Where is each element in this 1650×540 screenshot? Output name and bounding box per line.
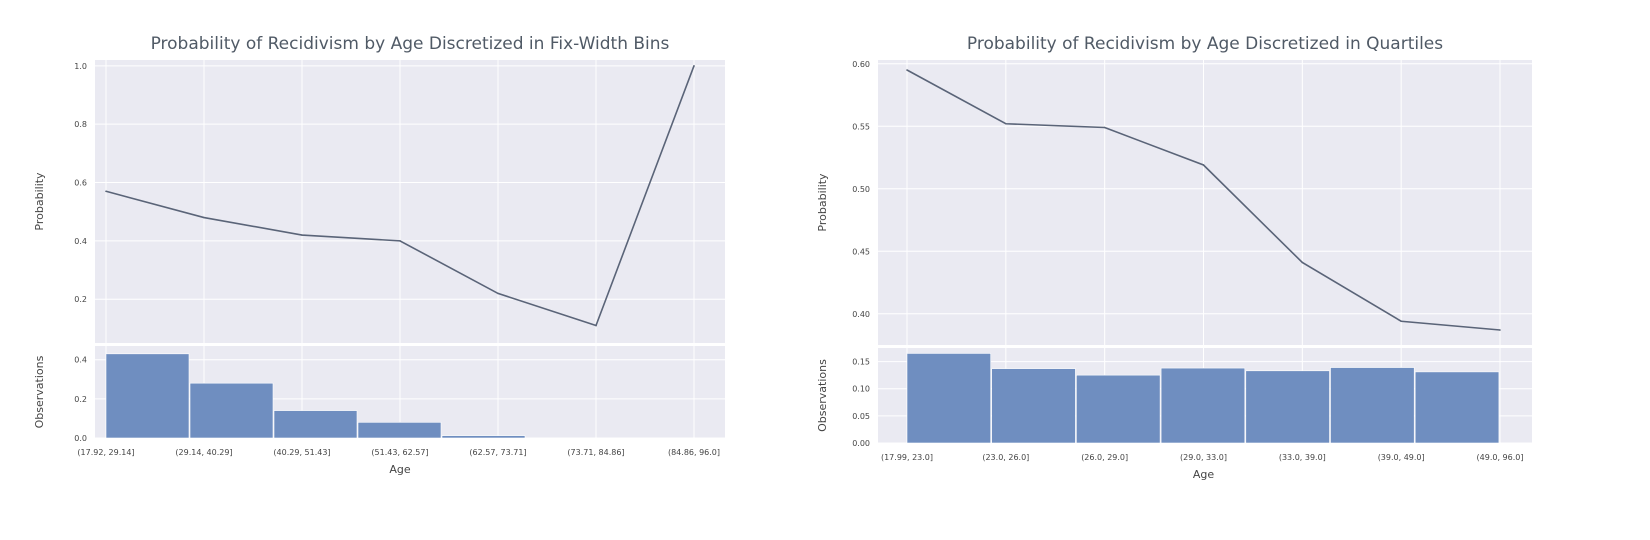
chart-title: Probability of Recidivism by Age Discret… bbox=[967, 34, 1443, 54]
histogram-y-tick-label: 0.15 bbox=[852, 358, 870, 367]
line-y-tick-label: 0.60 bbox=[852, 60, 870, 69]
probability-point bbox=[693, 65, 695, 67]
histogram-bar bbox=[1076, 374, 1161, 444]
x-tick-label: (62.57, 73.71] bbox=[469, 448, 526, 457]
histogram-y-tick-label: 0.2 bbox=[74, 395, 87, 404]
line-y-axis-label: Probability bbox=[33, 172, 46, 231]
x-tick-label: (26.0, 29.0] bbox=[1081, 453, 1128, 462]
x-tick-label: (40.29, 51.43] bbox=[273, 448, 330, 457]
probability-point bbox=[1005, 122, 1007, 125]
probability-point bbox=[1301, 261, 1304, 264]
histogram-y-axis-label: Observations bbox=[33, 355, 46, 428]
histogram-y-axis-label: Observations bbox=[816, 359, 829, 432]
line-y-tick-label: 0.45 bbox=[852, 247, 870, 256]
histogram-bar bbox=[991, 368, 1076, 444]
line-panel-background bbox=[95, 60, 725, 343]
probability-point bbox=[497, 292, 499, 295]
probability-point bbox=[1202, 164, 1205, 166]
x-tick-label: (17.92, 29.14] bbox=[77, 448, 134, 457]
histogram-bar bbox=[1245, 370, 1330, 444]
histogram-bar bbox=[1160, 367, 1246, 444]
histogram-bar bbox=[189, 382, 274, 439]
x-tick-label: (29.14, 40.29] bbox=[175, 448, 232, 457]
line-y-tick-label: 0.50 bbox=[852, 185, 870, 194]
probability-point bbox=[301, 234, 303, 236]
chart-title: Probability of Recidivism by Age Discret… bbox=[151, 34, 670, 54]
line-y-tick-label: 0.2 bbox=[74, 295, 87, 304]
histogram-bar bbox=[1330, 367, 1415, 444]
line-panel-background bbox=[878, 60, 1532, 345]
x-tick-label: (23.0, 26.0] bbox=[982, 453, 1029, 462]
line-y-tick-label: 0.40 bbox=[852, 310, 870, 319]
histogram-y-tick-label: 0.00 bbox=[852, 439, 870, 448]
probability-point bbox=[906, 69, 908, 71]
histogram-bar bbox=[357, 422, 442, 439]
x-tick-label: (51.43, 62.57] bbox=[371, 448, 428, 457]
probability-point bbox=[595, 324, 597, 327]
probability-point bbox=[399, 240, 401, 242]
line-y-tick-label: 0.4 bbox=[74, 237, 87, 246]
x-tick-label: (84.86, 96.0] bbox=[668, 448, 720, 457]
x-tick-label: (73.71, 84.86] bbox=[567, 448, 624, 457]
probability-point bbox=[1103, 126, 1106, 129]
probability-point bbox=[1499, 329, 1501, 331]
histogram-y-tick-label: 0.0 bbox=[74, 434, 87, 443]
histogram-y-tick-label: 0.4 bbox=[74, 356, 87, 365]
line-y-tick-label: 1.0 bbox=[74, 62, 87, 71]
histogram-y-tick-label: 0.05 bbox=[852, 412, 870, 421]
histogram-bar bbox=[906, 353, 991, 444]
line-y-tick-label: 0.8 bbox=[74, 120, 87, 129]
x-tick-label: (17.99, 23.0] bbox=[881, 453, 933, 462]
x-tick-label: (33.0, 39.0] bbox=[1279, 453, 1326, 462]
line-y-tick-label: 0.55 bbox=[852, 122, 870, 131]
line-y-axis-label: Probability bbox=[816, 173, 829, 232]
histogram-y-tick-label: 0.10 bbox=[852, 385, 870, 394]
x-tick-label: (39.0, 49.0] bbox=[1378, 453, 1425, 462]
probability-point bbox=[1400, 320, 1402, 323]
x-axis-label: Age bbox=[1193, 468, 1215, 481]
probability-point bbox=[105, 190, 107, 193]
histogram-bar bbox=[441, 435, 526, 439]
line-y-tick-label: 0.6 bbox=[74, 179, 87, 188]
histogram-bar bbox=[105, 353, 190, 439]
x-tick-label: (49.0, 96.0] bbox=[1477, 453, 1524, 462]
x-tick-label: (29.0, 33.0] bbox=[1180, 453, 1227, 462]
probability-point bbox=[203, 216, 205, 219]
histogram-bar bbox=[1414, 371, 1500, 444]
histogram-bar bbox=[273, 410, 358, 439]
x-axis-label: Age bbox=[389, 463, 411, 476]
